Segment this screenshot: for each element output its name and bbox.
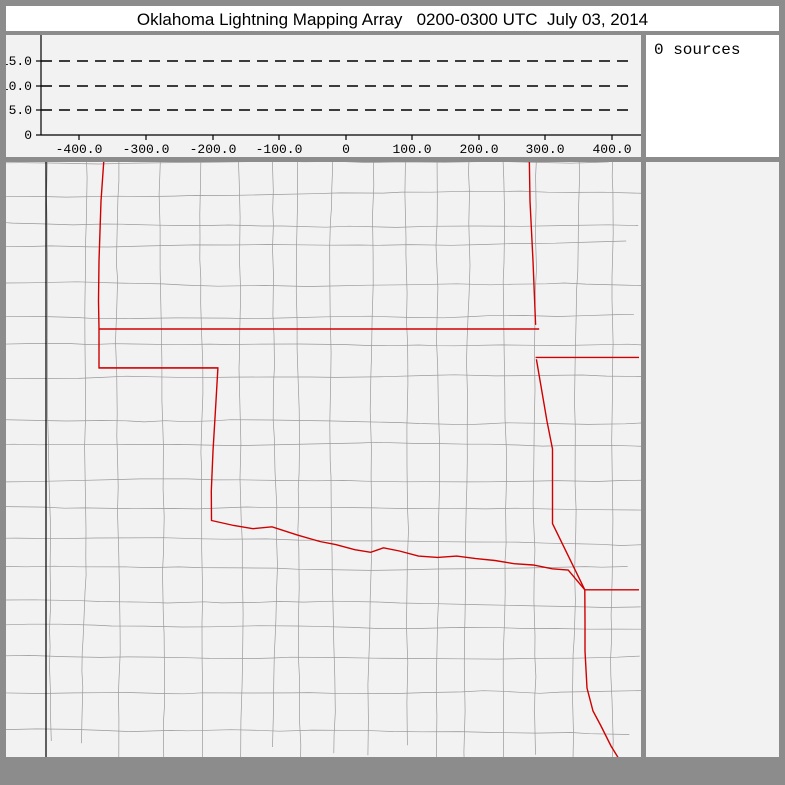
svg-text:0: 0 bbox=[342, 142, 350, 157]
svg-text:-200.0: -200.0 bbox=[190, 142, 237, 157]
svg-text:5.0: 5.0 bbox=[9, 103, 32, 118]
svg-text:0: 0 bbox=[24, 128, 32, 143]
svg-text:15.0: 15.0 bbox=[6, 54, 32, 69]
svg-text:200.0: 200.0 bbox=[459, 142, 498, 157]
svg-text:-100.0: -100.0 bbox=[256, 142, 303, 157]
svg-text:100.0: 100.0 bbox=[392, 142, 431, 157]
svg-text:-400.0: -400.0 bbox=[56, 142, 103, 157]
svg-text:10.0: 10.0 bbox=[6, 79, 32, 94]
svg-text:300.0: 300.0 bbox=[525, 142, 564, 157]
svg-text:400.0: 400.0 bbox=[592, 142, 631, 157]
svg-text:-300.0: -300.0 bbox=[123, 142, 170, 157]
